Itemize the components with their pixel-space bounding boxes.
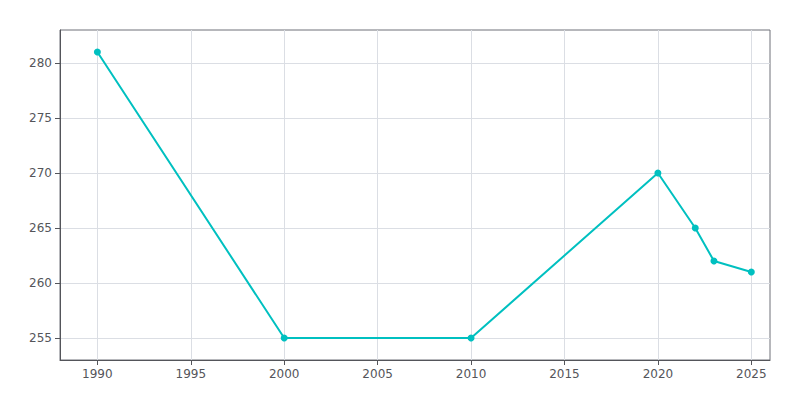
svg-text:2000: 2000: [269, 367, 300, 381]
svg-text:1990: 1990: [82, 367, 113, 381]
svg-text:2015: 2015: [549, 367, 580, 381]
svg-text:260: 260: [29, 276, 52, 290]
svg-text:2010: 2010: [456, 367, 487, 381]
svg-text:270: 270: [29, 166, 52, 180]
svg-text:2020: 2020: [643, 367, 674, 381]
svg-text:1995: 1995: [176, 367, 207, 381]
svg-text:2025: 2025: [736, 367, 767, 381]
svg-text:255: 255: [29, 331, 52, 345]
svg-text:2005: 2005: [362, 367, 393, 381]
svg-text:275: 275: [29, 111, 52, 125]
svg-text:265: 265: [29, 221, 52, 235]
svg-text:280: 280: [29, 56, 52, 70]
